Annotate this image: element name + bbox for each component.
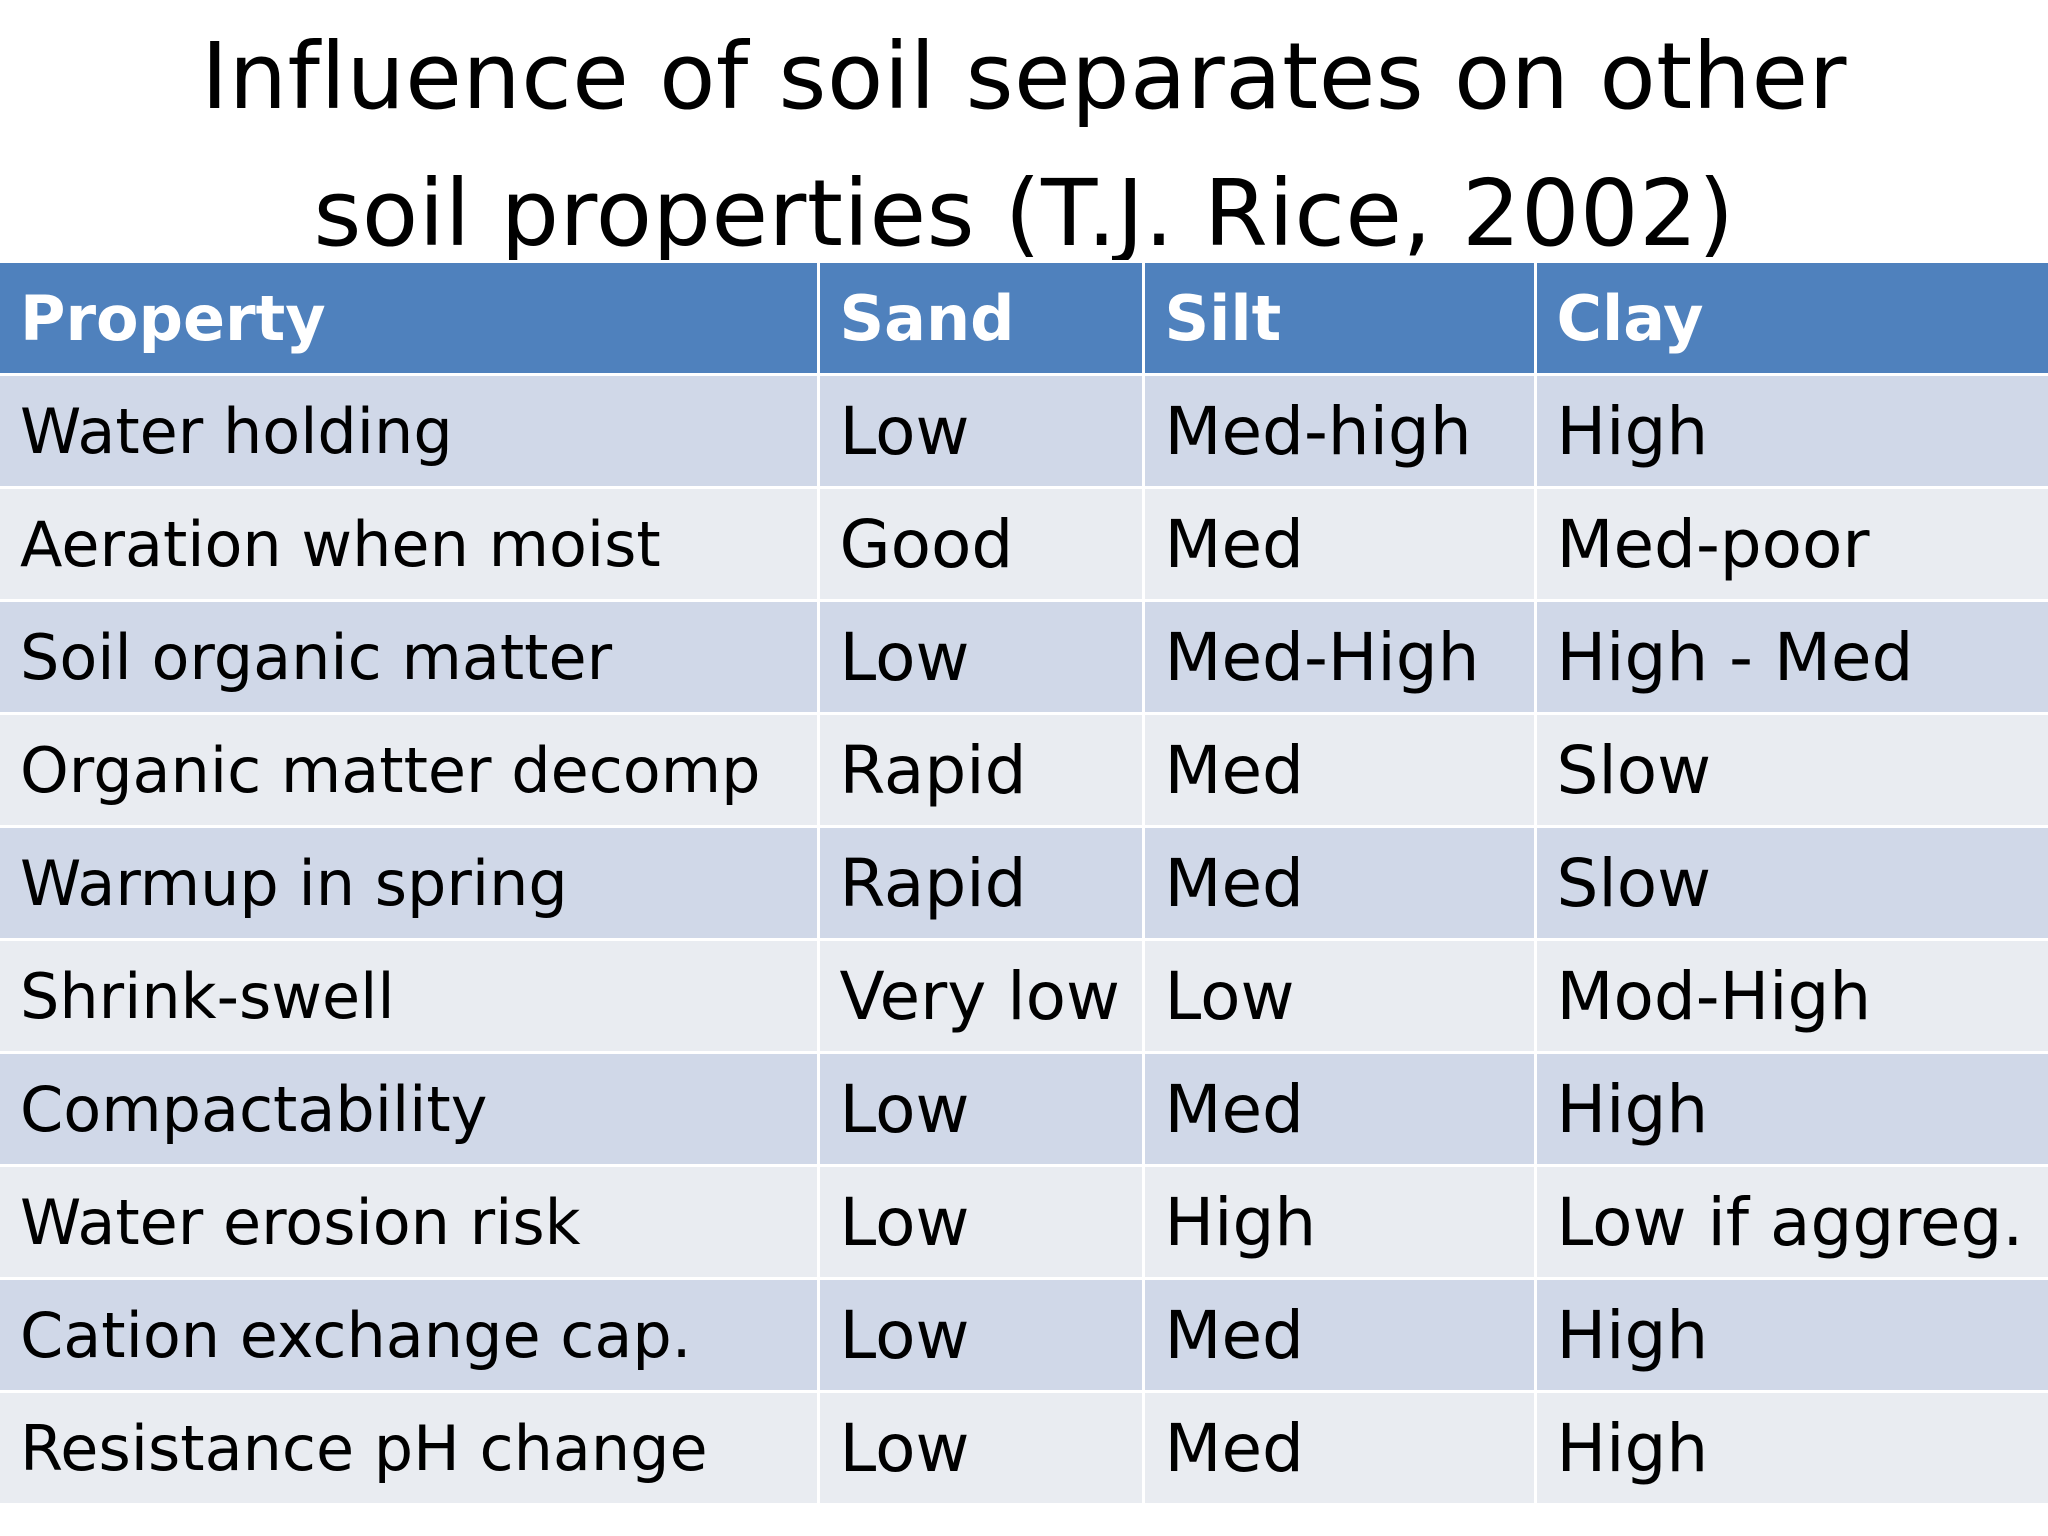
property-cell: Resistance pH change	[0, 1390, 820, 1506]
table-row: Warmup in spring Rapid Med Slow	[0, 825, 2048, 941]
table-row: Water erosion risk Low High Low if aggre…	[0, 1164, 2048, 1280]
sand-cell: Low	[816, 1051, 1145, 1167]
silt-cell: Med-high	[1141, 373, 1537, 489]
sand-cell: Low	[816, 1164, 1145, 1280]
table-row: Resistance pH change Low Med High	[0, 1390, 2048, 1506]
silt-cell: Med	[1141, 486, 1537, 602]
silt-cell: Med	[1141, 825, 1537, 941]
title-line-2: soil properties (T.J. Rice, 2002)	[313, 160, 1735, 267]
property-cell: Cation exchange cap.	[0, 1277, 820, 1393]
table-row: Cation exchange cap. Low Med High	[0, 1277, 2048, 1393]
property-cell: Aeration when moist	[0, 486, 820, 602]
clay-cell: Slow	[1533, 712, 2048, 828]
soil-properties-table: Property Sand Silt Clay Water holding Lo…	[0, 260, 2048, 1506]
header-silt: Silt	[1141, 260, 1537, 376]
clay-cell: Slow	[1533, 825, 2048, 941]
clay-cell: High	[1533, 1390, 2048, 1506]
clay-cell: High - Med	[1533, 599, 2048, 715]
sand-cell: Low	[816, 1390, 1145, 1506]
table-row: Shrink-swell Very low Low Mod-High	[0, 938, 2048, 1054]
silt-cell: Med-High	[1141, 599, 1537, 715]
slide-title: Influence of soil separates on other soi…	[0, 8, 2048, 282]
clay-cell: High	[1533, 1051, 2048, 1167]
table-row: Aeration when moist Good Med Med-poor	[0, 486, 2048, 602]
table-row: Soil organic matter Low Med-High High - …	[0, 599, 2048, 715]
sand-cell: Rapid	[816, 825, 1145, 941]
silt-cell: Med	[1141, 1390, 1537, 1506]
clay-cell: Low if aggreg.	[1533, 1164, 2048, 1280]
property-cell: Warmup in spring	[0, 825, 820, 941]
property-cell: Organic matter decomp	[0, 712, 820, 828]
table-row: Organic matter decomp Rapid Med Slow	[0, 712, 2048, 828]
header-property: Property	[0, 260, 820, 376]
silt-cell: Med	[1141, 712, 1537, 828]
header-sand: Sand	[816, 260, 1145, 376]
sand-cell: Very low	[816, 938, 1145, 1054]
table-header-row: Property Sand Silt Clay	[0, 260, 2048, 376]
table-body: Water holding Low Med-high High Aeration…	[0, 373, 2048, 1506]
property-cell: Compactability	[0, 1051, 820, 1167]
silt-cell: Med	[1141, 1051, 1537, 1167]
silt-cell: High	[1141, 1164, 1537, 1280]
silt-cell: Med	[1141, 1277, 1537, 1393]
sand-cell: Low	[816, 373, 1145, 489]
clay-cell: High	[1533, 1277, 2048, 1393]
property-cell: Water erosion risk	[0, 1164, 820, 1280]
title-line-1: Influence of soil separates on other	[201, 23, 1847, 130]
header-clay: Clay	[1533, 260, 2048, 376]
silt-cell: Low	[1141, 938, 1537, 1054]
property-cell: Soil organic matter	[0, 599, 820, 715]
table-row: Compactability Low Med High	[0, 1051, 2048, 1167]
clay-cell: High	[1533, 373, 2048, 489]
sand-cell: Rapid	[816, 712, 1145, 828]
sand-cell: Low	[816, 599, 1145, 715]
property-cell: Water holding	[0, 373, 820, 489]
sand-cell: Low	[816, 1277, 1145, 1393]
clay-cell: Med-poor	[1533, 486, 2048, 602]
table-row: Water holding Low Med-high High	[0, 373, 2048, 489]
property-cell: Shrink-swell	[0, 938, 820, 1054]
sand-cell: Good	[816, 486, 1145, 602]
clay-cell: Mod-High	[1533, 938, 2048, 1054]
